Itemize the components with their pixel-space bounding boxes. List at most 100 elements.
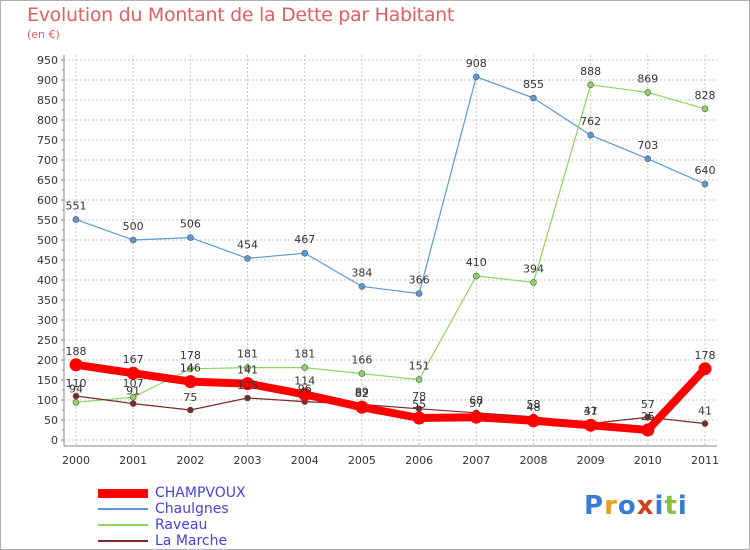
y-tick-label: 50 xyxy=(44,414,58,427)
data-label: 107 xyxy=(123,377,144,390)
x-tick-label: 2006 xyxy=(405,454,433,467)
data-label: 467 xyxy=(294,233,315,246)
data-point xyxy=(301,249,309,257)
data-point xyxy=(187,234,194,241)
x-tick-label: 2003 xyxy=(234,454,262,467)
data-label: 855 xyxy=(523,78,544,91)
series-line-chaulgnes xyxy=(75,76,706,295)
data-label: 75 xyxy=(183,391,197,404)
y-tick-label: 0 xyxy=(51,434,58,447)
data-point xyxy=(701,105,709,113)
data-point xyxy=(526,414,540,428)
data-label: 82 xyxy=(355,387,369,400)
legend-item: La Marche xyxy=(98,533,246,549)
legend-item: Chaulgnes xyxy=(98,501,246,517)
y-tick-label: 300 xyxy=(37,314,58,327)
data-point xyxy=(72,399,80,406)
data-point xyxy=(412,411,426,425)
data-label: 58 xyxy=(526,398,540,411)
data-point xyxy=(644,155,652,163)
data-label: 166 xyxy=(351,354,372,367)
x-tick-label: 2005 xyxy=(348,454,376,467)
data-label: 41 xyxy=(584,405,598,418)
data-label: 394 xyxy=(523,262,544,275)
chart-title: Evolution du Montant de la Dette par Hab… xyxy=(27,4,455,26)
data-point xyxy=(301,364,309,371)
data-label: 178 xyxy=(180,349,201,362)
data-point xyxy=(187,406,194,414)
data-point xyxy=(701,180,709,188)
series-lines xyxy=(69,73,712,437)
y-tick-label: 500 xyxy=(37,234,58,247)
data-point xyxy=(587,81,594,89)
data-label: 454 xyxy=(237,238,258,251)
x-tick-label: 2010 xyxy=(634,454,662,467)
data-label: 94 xyxy=(69,382,83,395)
x-tick-label: 2000 xyxy=(62,454,90,467)
data-point xyxy=(530,94,537,102)
data-point xyxy=(183,375,197,389)
data-label: 828 xyxy=(695,89,716,102)
data-label: 640 xyxy=(695,164,716,177)
y-tick-label: 550 xyxy=(37,214,58,227)
data-point xyxy=(698,362,712,376)
y-tick-label: 800 xyxy=(37,114,58,127)
data-point xyxy=(415,376,423,383)
data-point xyxy=(187,365,194,373)
data-label: 703 xyxy=(637,139,658,152)
data-label: 89 xyxy=(355,385,369,398)
data-point xyxy=(641,423,655,437)
data-label: 37 xyxy=(584,405,598,418)
data-label: 57 xyxy=(641,398,655,411)
data-point xyxy=(469,410,483,424)
y-tick-label: 150 xyxy=(37,374,58,387)
data-point xyxy=(244,255,251,262)
data-point xyxy=(244,394,251,402)
y-tick-label: 450 xyxy=(37,254,58,267)
data-label: 410 xyxy=(466,256,487,269)
legend: CHAMPVOUX Chaulgnes Raveau La Marche xyxy=(98,485,246,549)
y-tick-label: 950 xyxy=(37,54,58,67)
data-point xyxy=(126,366,140,380)
y-tick-label: 850 xyxy=(37,94,58,107)
data-point xyxy=(472,272,480,280)
data-point xyxy=(241,377,255,391)
grid xyxy=(64,55,717,446)
data-label: 151 xyxy=(409,360,430,373)
data-label: 141 xyxy=(237,364,258,377)
data-point xyxy=(530,279,537,286)
data-point xyxy=(69,358,83,372)
data-point xyxy=(701,420,709,427)
legend-item: Raveau xyxy=(98,517,246,533)
data-point xyxy=(415,290,423,297)
data-label: 110 xyxy=(66,377,87,390)
data-point xyxy=(129,400,137,407)
data-point xyxy=(355,400,369,414)
x-tick-label: 2001 xyxy=(119,454,147,467)
data-label: 91 xyxy=(126,385,140,398)
data-point xyxy=(644,89,652,96)
data-label: 888 xyxy=(580,65,601,78)
legend-label: Chaulgnes xyxy=(155,501,229,517)
x-tick-label: 2008 xyxy=(519,454,547,467)
data-label: 908 xyxy=(466,57,487,70)
x-tick-label: 2004 xyxy=(291,454,319,467)
axes: 0 50 100 150 200 250 300 350 400 450 500 550 600 650 7… xyxy=(37,54,719,467)
data-point xyxy=(129,393,137,401)
legend-label: Raveau xyxy=(155,517,208,533)
data-point xyxy=(587,131,594,139)
data-label: 188 xyxy=(66,345,87,358)
series-line-champvoux xyxy=(75,360,708,434)
legend-swatch xyxy=(98,524,148,526)
y-tick-label: 100 xyxy=(37,394,58,407)
chart-subtitle: (en €) xyxy=(27,28,60,41)
data-label: 500 xyxy=(123,220,144,233)
data-label: 105 xyxy=(237,379,258,392)
data-label: 366 xyxy=(409,274,430,287)
data-point xyxy=(244,364,251,371)
data-label: 762 xyxy=(580,115,601,128)
data-point xyxy=(472,73,480,81)
data-label: 551 xyxy=(66,200,87,213)
